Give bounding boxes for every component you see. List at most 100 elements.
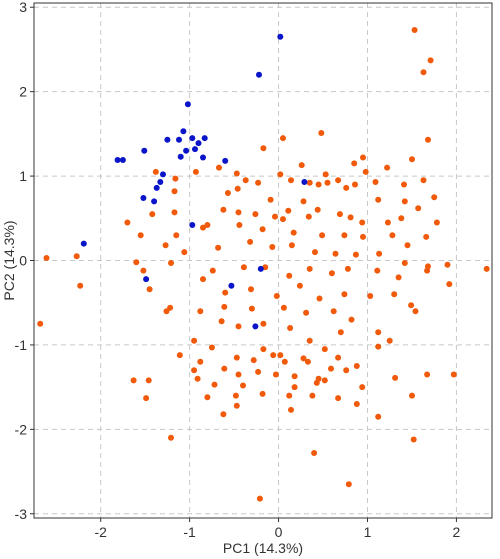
data-point (306, 179, 313, 186)
data-point (336, 211, 343, 218)
data-point (235, 323, 242, 330)
data-point (280, 304, 287, 311)
data-point (360, 154, 366, 161)
data-point (345, 481, 352, 488)
x-tick-label: 1 (364, 524, 372, 540)
data-point (372, 179, 379, 185)
data-point (220, 411, 227, 418)
data-point (164, 136, 171, 143)
data-point (255, 368, 262, 375)
data-point (280, 216, 286, 223)
data-point (360, 233, 366, 240)
data-point (300, 198, 307, 205)
x-tick-label: -1 (183, 524, 196, 540)
data-point (409, 156, 415, 163)
data-point (384, 164, 391, 171)
data-point (408, 302, 415, 309)
data-point (184, 101, 191, 108)
data-point (412, 308, 419, 315)
plot-frame (33, 2, 493, 519)
data-point (221, 365, 228, 372)
data-point (168, 434, 174, 441)
data-point (410, 436, 417, 443)
data-point (386, 337, 393, 344)
data-point (235, 371, 242, 378)
data-point (171, 209, 178, 216)
data-point (427, 57, 434, 64)
data-point (286, 272, 293, 279)
data-point (234, 185, 241, 192)
data-point (300, 355, 307, 362)
data-point (259, 226, 266, 233)
data-point (281, 358, 288, 365)
data-point (376, 250, 383, 257)
y-tick-label: 1 (19, 168, 27, 184)
data-point (277, 33, 284, 40)
data-points (37, 27, 490, 502)
y-tick-label: 2 (19, 84, 27, 100)
data-point (324, 179, 331, 186)
data-point (401, 260, 408, 266)
data-point (321, 346, 328, 353)
data-point (200, 224, 206, 231)
data-point (191, 367, 198, 374)
data-point (312, 249, 318, 256)
data-point (140, 195, 147, 201)
data-point (130, 377, 137, 384)
data-point (222, 157, 229, 164)
data-point (301, 179, 308, 185)
data-point (204, 222, 211, 228)
data-point (401, 198, 408, 205)
data-point (177, 153, 184, 160)
data-point (344, 265, 351, 272)
data-point (168, 260, 174, 266)
y-tick-label: -3 (15, 506, 28, 522)
data-point (211, 381, 218, 388)
data-point (353, 363, 360, 369)
data-point (201, 135, 208, 142)
data-point (273, 293, 280, 299)
data-point (277, 352, 284, 359)
data-point (252, 211, 259, 218)
data-point (247, 238, 254, 245)
data-point (375, 343, 382, 350)
data-point (351, 160, 358, 167)
data-point (359, 384, 366, 391)
data-point (341, 291, 348, 298)
data-point (309, 392, 316, 399)
x-axis-label: PC1 (14.3%) (223, 540, 303, 556)
data-point (73, 253, 80, 260)
data-point (433, 219, 440, 226)
data-point (133, 259, 140, 266)
data-point (395, 274, 402, 281)
data-point (269, 244, 276, 250)
data-point (141, 147, 148, 154)
data-point (114, 157, 121, 163)
data-point (140, 267, 147, 274)
data-point (194, 375, 201, 382)
data-point (330, 308, 337, 315)
data-point (280, 135, 286, 142)
data-point (233, 402, 240, 409)
data-point (272, 213, 278, 220)
data-point (189, 135, 196, 142)
data-point (304, 358, 311, 365)
data-point (288, 242, 295, 249)
data-point (228, 282, 235, 289)
data-point (119, 157, 126, 163)
data-point (233, 170, 240, 177)
data-point (167, 304, 174, 311)
data-point (375, 329, 382, 336)
data-point (124, 219, 131, 226)
data-point (328, 270, 335, 277)
data-point (183, 147, 190, 154)
data-point (446, 281, 453, 288)
data-point (353, 401, 360, 407)
data-point (221, 303, 228, 310)
data-point (375, 196, 382, 203)
data-point (306, 265, 313, 272)
data-point (291, 373, 298, 380)
data-point (192, 146, 198, 153)
data-point (335, 354, 342, 361)
